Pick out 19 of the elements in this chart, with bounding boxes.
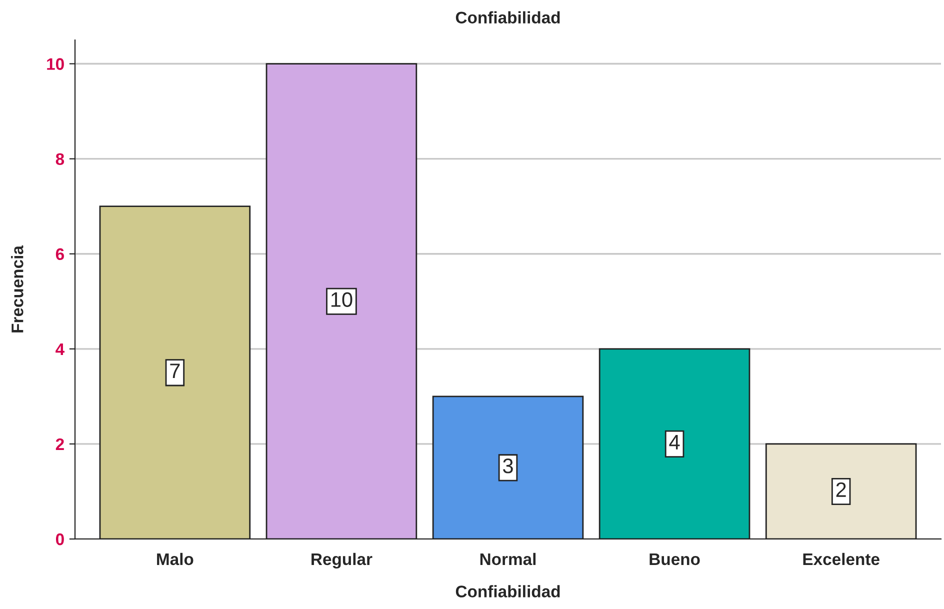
x-axis-title: Confiabilidad <box>456 585 560 598</box>
x-tick-label: Bueno <box>650 554 700 566</box>
chart-title: Confiabilidad <box>456 11 560 24</box>
y-tick-label: 8 <box>56 153 64 166</box>
x-tick-label: Normal <box>480 552 536 566</box>
y-tick-label: 4 <box>56 343 64 355</box>
y-tick-label: 10 <box>47 58 64 70</box>
x-tick-label: Regular <box>312 552 372 568</box>
y-tick-label: 2 <box>56 438 64 450</box>
y-tick-label: 6 <box>56 248 64 260</box>
y-tick-label: 0 <box>56 533 64 546</box>
data-label: 4 <box>669 435 680 450</box>
data-label: 7 <box>170 364 180 378</box>
x-tick-label: Excelente <box>803 552 880 566</box>
data-label: 10 <box>331 292 352 307</box>
x-tick-label: Malo <box>157 552 194 566</box>
data-label: 2 <box>836 482 846 497</box>
data-label: 3 <box>503 458 513 474</box>
y-axis-title: Frecuencia <box>11 245 24 332</box>
